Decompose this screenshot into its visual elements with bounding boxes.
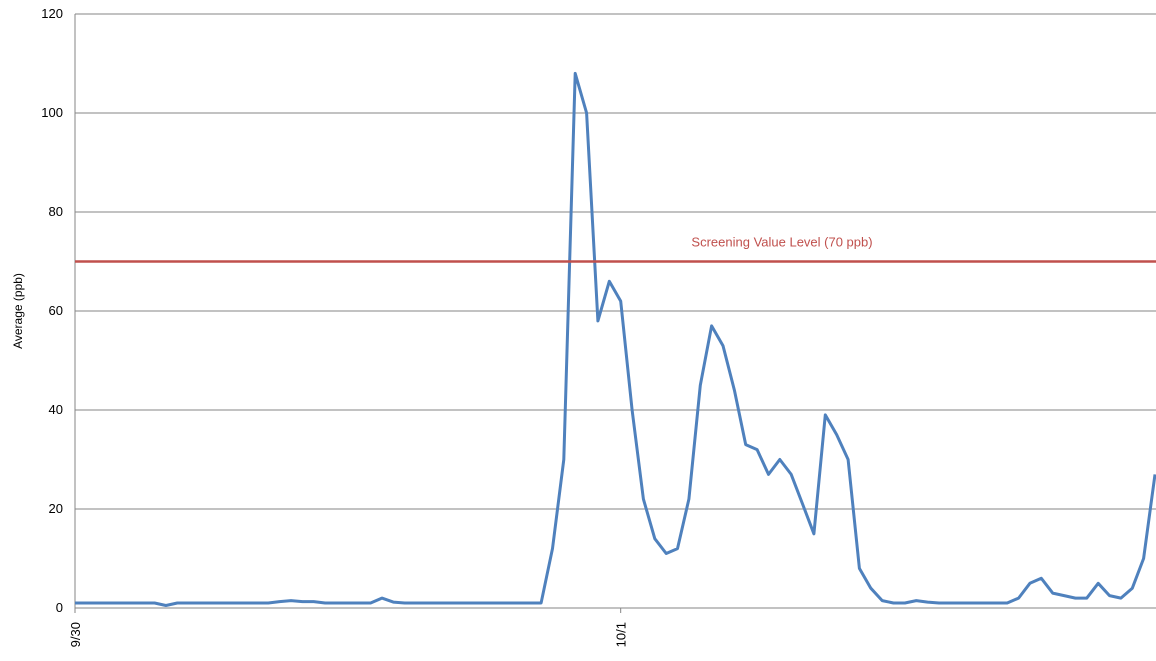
- y-axis-label: Average (ppb): [11, 273, 25, 349]
- y-tick-label: 40: [49, 402, 63, 417]
- y-tick-label: 60: [49, 303, 63, 318]
- data-line: [75, 71, 1156, 607]
- y-tick-label: 120: [41, 6, 63, 21]
- y-tick-label: 100: [41, 105, 63, 120]
- x-tick-label: 9/30: [68, 622, 83, 647]
- x-tick-label: 10/1: [614, 622, 629, 647]
- y-tick-label: 0: [56, 600, 63, 615]
- reference-label: Screening Value Level (70 ppb): [691, 235, 872, 250]
- y-tick-label: 80: [49, 204, 63, 219]
- y-tick-label: 20: [49, 501, 63, 516]
